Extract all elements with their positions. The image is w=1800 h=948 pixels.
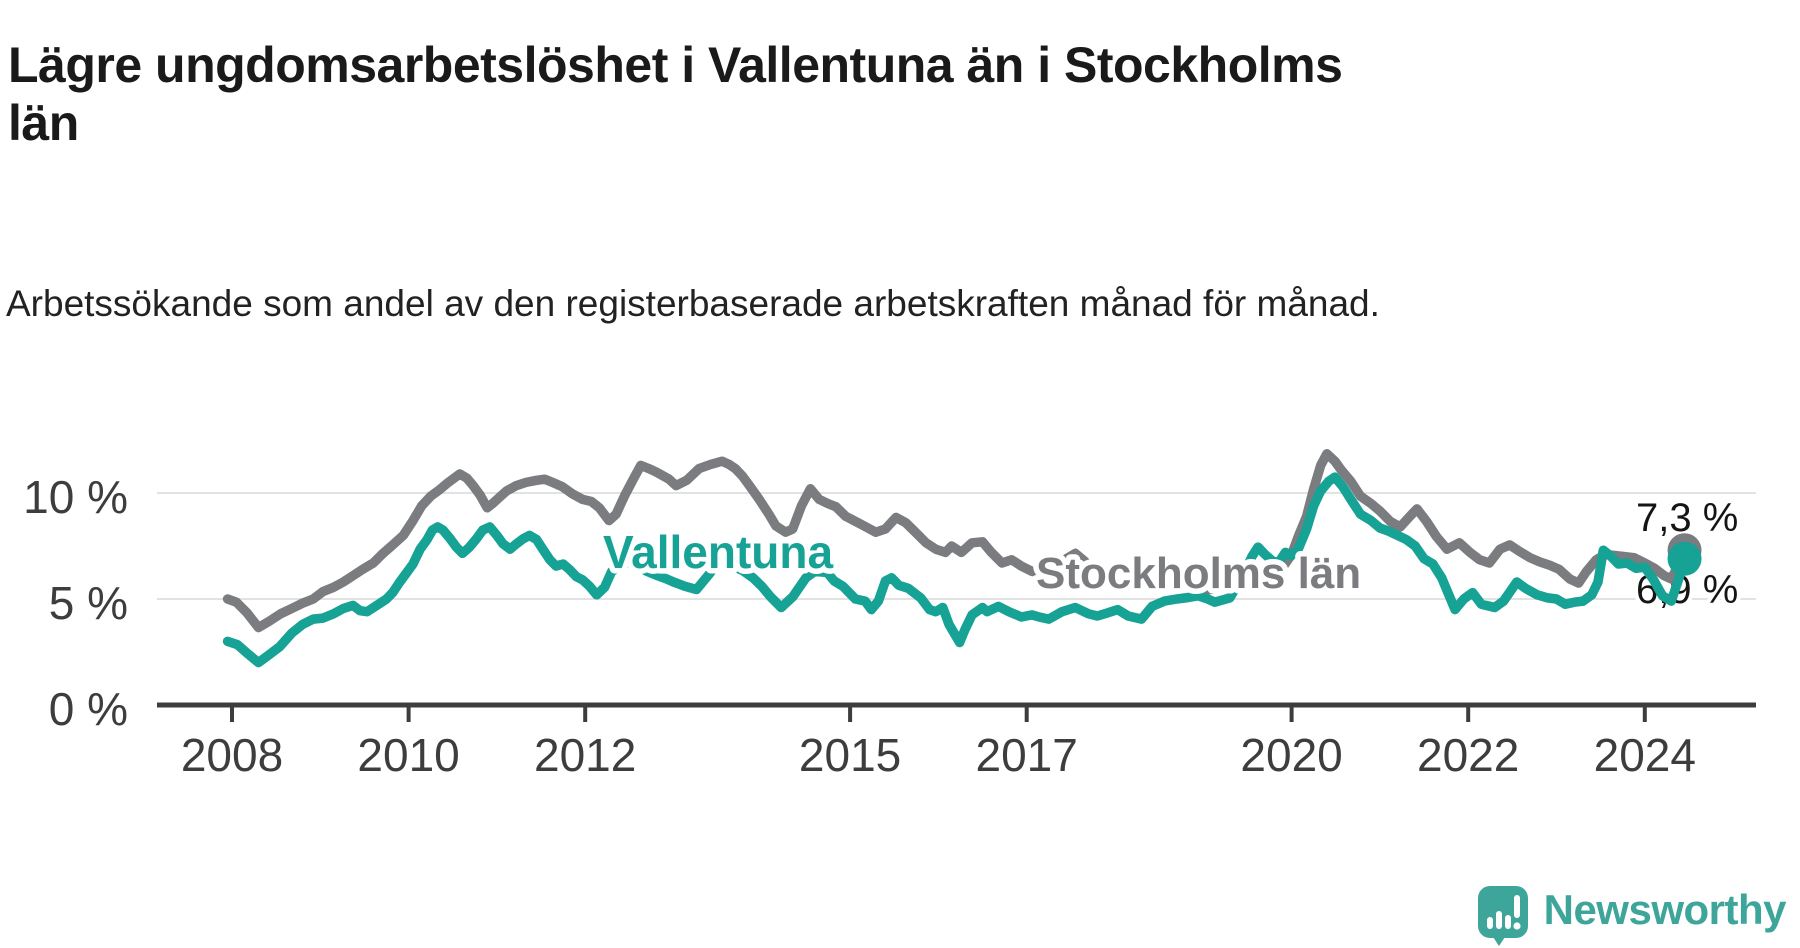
series-label-stockholms-l-n: Stockholms län — [1036, 549, 1361, 598]
brand-footer: Newsworthy — [1477, 884, 1787, 948]
newsworthy-logo-icon — [1477, 886, 1528, 946]
series-line-stockholms-l-n — [222, 449, 1690, 633]
x-axis-label: 2022 — [1417, 729, 1519, 781]
series-label-vallentuna: Vallentuna — [603, 526, 833, 578]
x-axis-label: 2012 — [534, 729, 636, 781]
x-axis-label: 2008 — [181, 729, 283, 781]
series-end-dot — [1667, 541, 1702, 576]
y-axis-label: 5 % — [49, 577, 128, 629]
end-value-label: 7,3 % — [1636, 496, 1738, 540]
x-axis-label: 2020 — [1240, 729, 1342, 781]
chart-title: Lägre ungdomsarbetslöshet i Vallentuna ä… — [8, 36, 1343, 151]
series-line-vallentuna — [222, 472, 1690, 668]
x-axis-label: 2010 — [357, 729, 459, 781]
y-axis-label: 10 % — [23, 471, 128, 523]
chart-subtitle: Arbetssökande som andel av den registerb… — [6, 283, 1380, 324]
y-axis-label: 0 % — [49, 683, 128, 735]
x-axis-label: 2024 — [1594, 729, 1696, 781]
brand-name: Newsworthy — [1543, 886, 1787, 933]
x-axis-label: 2015 — [799, 729, 901, 781]
x-axis-label: 2017 — [976, 729, 1078, 781]
